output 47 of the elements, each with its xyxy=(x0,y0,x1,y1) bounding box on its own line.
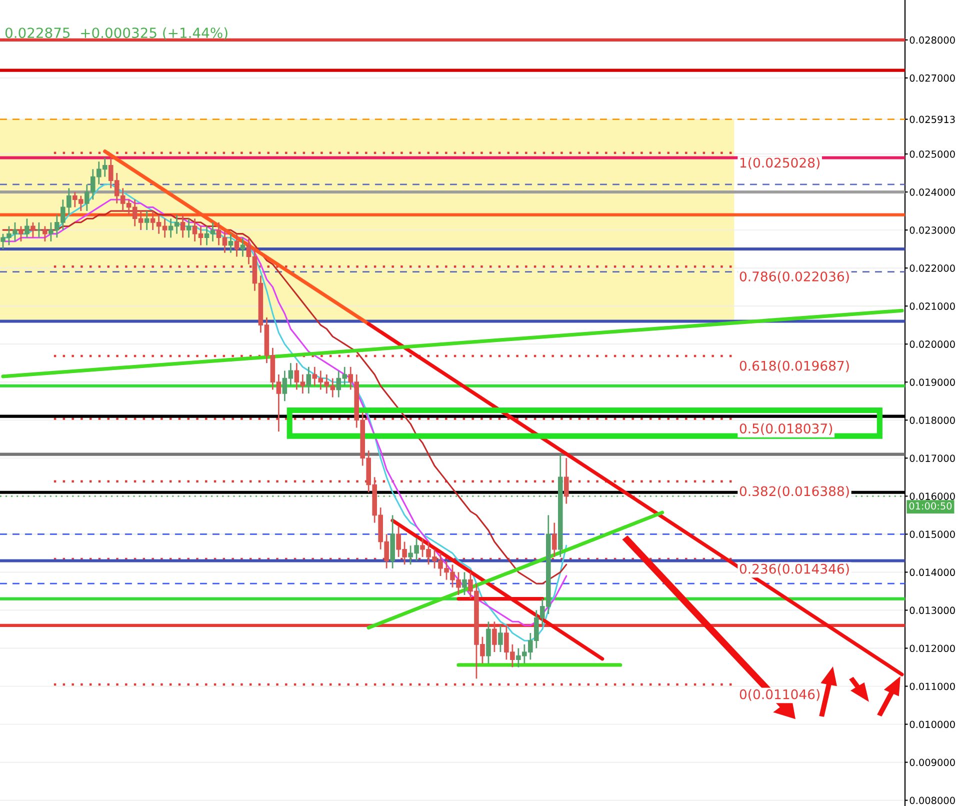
y-tick-label: 0.028000 xyxy=(910,36,955,44)
y-tick-label: 0.021000 xyxy=(910,302,955,310)
candlestick xyxy=(18,226,24,242)
annotation: 0.022875 +0.000325 (+1.44%) xyxy=(5,27,228,40)
ref-line-label: 0.382(0.016388) xyxy=(740,486,849,498)
ref-line-label: 0.786(0.022036) xyxy=(740,271,849,283)
ref-line-label: 1(0.025028) xyxy=(740,157,820,170)
candlestick xyxy=(462,571,467,596)
candlestick xyxy=(498,624,503,653)
y-tick-label: 0.025000 xyxy=(910,150,955,158)
candlestick xyxy=(144,210,150,231)
y-tick-label: 0.014000 xyxy=(910,568,955,576)
y-tick-label: 0.017000 xyxy=(910,454,955,462)
y-tick-label: 0.024000 xyxy=(910,188,955,196)
text: 01:00:50 xyxy=(909,502,952,510)
y-tick-label: 0.011000 xyxy=(910,682,955,690)
candlestick xyxy=(234,233,240,258)
y-tick-label: 0.008000 xyxy=(910,796,955,804)
y-tick-label: 0.027000 xyxy=(910,74,955,82)
candlestick xyxy=(552,522,557,558)
y-tick-label: 0.018000 xyxy=(910,416,955,424)
y-tick-label: 0.010000 xyxy=(910,720,955,728)
ref-line-label: 0.618(0.019687) xyxy=(740,360,849,372)
y-tick-label: 0.025913 xyxy=(910,116,955,124)
ref-line-label: 0.5(0.018037) xyxy=(740,423,832,436)
y-tick-label: 0.009000 xyxy=(910,758,955,766)
candlestick xyxy=(30,222,36,238)
y-tick-label: 0.022000 xyxy=(910,264,955,272)
candlestick xyxy=(42,226,48,242)
candlestick xyxy=(306,366,312,394)
candlestick xyxy=(24,218,30,238)
candlestick xyxy=(36,222,42,238)
candlestick xyxy=(228,233,234,254)
ref-line-label: 0.236(0.014346) xyxy=(740,564,849,576)
ref-line-label: 0(0.011046) xyxy=(740,689,820,701)
y-tick-label: 0.023000 xyxy=(910,226,955,234)
candlestick xyxy=(492,620,497,653)
candlestick xyxy=(180,214,186,238)
y-tick-label: 0.016000 xyxy=(910,492,955,500)
candlestick xyxy=(240,236,246,258)
y-tick-label: 0.020000 xyxy=(910,340,955,348)
candlestick xyxy=(564,457,569,504)
y-tick-label: 0.015000 xyxy=(910,530,955,538)
y-tick-label: 0.019000 xyxy=(910,378,955,386)
candlestick xyxy=(186,218,192,238)
y-tick-label: 0.013000 xyxy=(910,606,955,614)
y-tick-label: 0.012000 xyxy=(910,644,955,652)
